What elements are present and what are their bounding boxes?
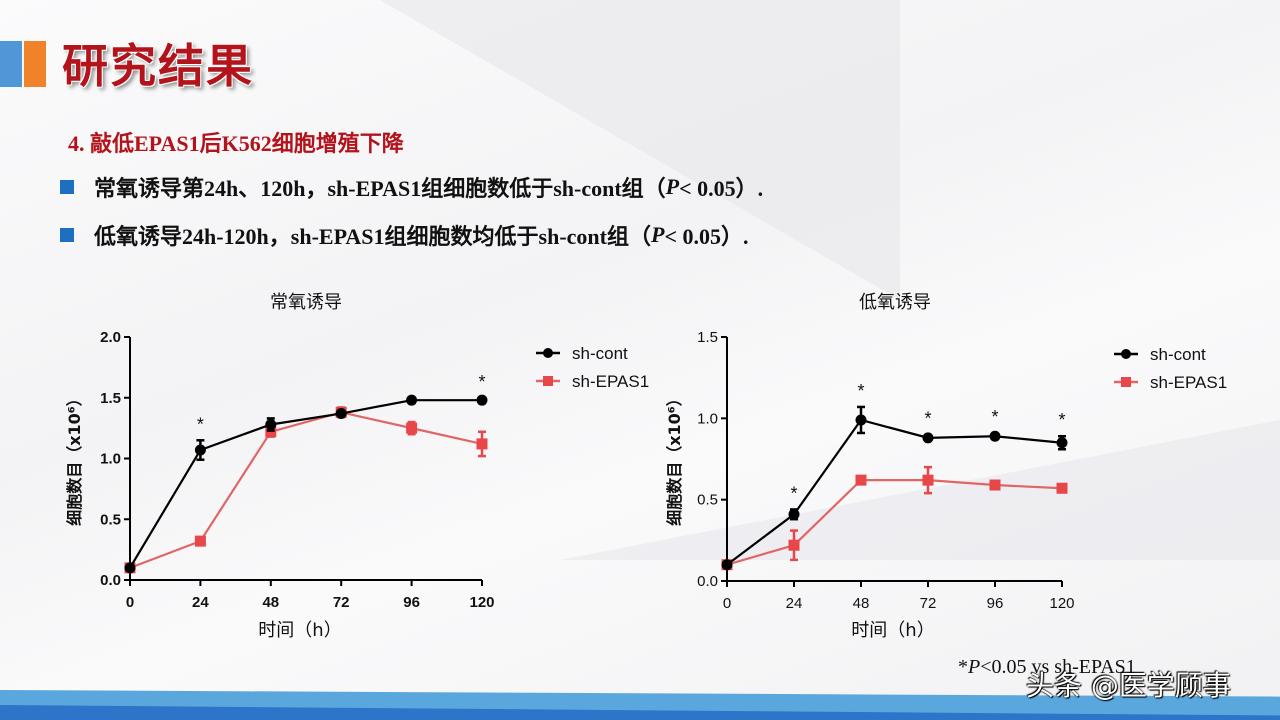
- x-tick-label: 120: [469, 594, 494, 611]
- bullet-item: 常氧诱导第24h、120h，sh-EPAS1组细胞数低于sh-cont组（ P <…: [60, 172, 763, 202]
- y-axis-label: 细胞数目（x10⁶）: [665, 390, 684, 526]
- section-subtitle: 4. 敲低EPAS1后K562细胞增殖下降: [68, 131, 404, 156]
- x-tick-label: 96: [987, 595, 1004, 612]
- y-tick-label: 1.0: [100, 451, 121, 468]
- line-chart-2: 低氧诱导 0.0 0.5 1.0 1.5 0 24 48 72 96 120 时间（h） 细胞数目（x1…: [665, 292, 1227, 641]
- x-tick-label: 0: [126, 594, 134, 611]
- data-point-square: [476, 438, 488, 450]
- x-tick-label: 0: [723, 595, 731, 612]
- significance-asterisk: *: [924, 409, 931, 429]
- significance-asterisk: *: [478, 372, 485, 392]
- bullet-text-end: < 0.05）.: [664, 224, 749, 249]
- y-tick-label: 0.5: [697, 492, 718, 509]
- legend-label: sh-cont: [572, 344, 628, 363]
- bullet-item: 低氧诱导24h-120h，sh-EPAS1组细胞数均低于sh-cont组（ P <…: [60, 220, 748, 250]
- x-axis-label: 时间（h）: [851, 620, 934, 641]
- legend-label: sh-EPAS1: [1150, 373, 1227, 392]
- footnote: *P<0.05 vs sh-EPAS1: [958, 656, 1136, 679]
- p-symbol: P: [665, 174, 680, 199]
- y-tick-label: 1.5: [697, 329, 718, 346]
- title-accent-blue: [0, 41, 22, 87]
- x-tick-label: 120: [1049, 595, 1074, 612]
- data-point-circle: [335, 408, 347, 420]
- legend-square-icon: [1121, 377, 1131, 387]
- chart-title: 常氧诱导: [270, 292, 342, 313]
- x-tick-label: 72: [920, 595, 937, 612]
- bullet-square-icon: [60, 228, 74, 242]
- data-point-square: [194, 535, 206, 547]
- data-point-circle: [194, 444, 206, 456]
- slide-title: 研究结果: [62, 39, 254, 93]
- legend-label: sh-EPAS1: [572, 372, 649, 391]
- bullet-text: 常氧诱导第24h、120h，sh-EPAS1组细胞数低于sh-cont组（: [94, 176, 666, 201]
- x-tick-label: 24: [786, 595, 803, 612]
- title-accent-orange: [24, 41, 46, 87]
- series-line-sh-EPAS1: [726, 479, 1063, 566]
- data-point-circle: [476, 394, 488, 406]
- data-point-circle: [124, 562, 136, 574]
- footnote-text: <0.05 vs sh-EPAS1: [980, 656, 1136, 678]
- data-point-circle: [855, 414, 867, 426]
- significance-asterisk: *: [857, 381, 864, 401]
- series-line-sh-cont: [129, 399, 482, 569]
- x-tick-label: 48: [853, 595, 870, 612]
- data-point-circle: [922, 432, 934, 444]
- data-point-circle: [989, 430, 1001, 442]
- x-tick-label: 72: [333, 594, 350, 611]
- series-line-sh-cont: [726, 418, 1063, 566]
- bullet-square-icon: [60, 180, 74, 194]
- y-tick-label: 1.5: [100, 390, 121, 407]
- data-point-circle: [1056, 437, 1068, 449]
- significance-asterisk: *: [197, 414, 204, 434]
- x-tick-label: 96: [403, 594, 420, 611]
- data-point-circle: [788, 508, 800, 520]
- data-point-circle: [721, 559, 733, 571]
- series-line-sh-EPAS1: [129, 411, 483, 569]
- background-shape: [560, 420, 1280, 560]
- data-point-square: [855, 474, 867, 486]
- y-tick-label: 2.0: [100, 329, 121, 346]
- significance-asterisk: *: [790, 483, 797, 503]
- data-point-square: [922, 474, 934, 486]
- watermark: 头条 @医学顾事: [1026, 669, 1231, 702]
- y-tick-label: 1.0: [697, 410, 718, 427]
- data-point-square: [788, 539, 800, 551]
- significance-asterisk: *: [1058, 410, 1065, 430]
- legend-circle-icon: [1121, 349, 1131, 359]
- line-chart-1: 常氧诱导 0.0 0.5 1.0 1.5 2.0 0 24 48 72 96 120 时间（h） 细胞数目…: [65, 292, 649, 641]
- y-axis-label: 细胞数目（x10⁶）: [65, 390, 84, 526]
- x-tick-label: 24: [192, 594, 209, 611]
- data-point-circle: [406, 394, 418, 406]
- legend-label: sh-cont: [1150, 345, 1206, 364]
- y-tick-label: 0.0: [697, 573, 718, 590]
- footnote-p: P: [968, 656, 981, 678]
- data-point-circle: [265, 418, 277, 430]
- footnote-asterisk: *: [958, 656, 968, 678]
- x-tick-label: 48: [262, 594, 279, 611]
- data-point-square: [1056, 482, 1068, 494]
- background-shape: [380, 0, 900, 300]
- x-axis-label: 时间（h）: [258, 620, 341, 641]
- legend-circle-icon: [543, 348, 553, 358]
- bullet-text-end: < 0.05）.: [679, 176, 764, 201]
- data-point-square: [406, 422, 418, 434]
- chart-title: 低氧诱导: [859, 292, 931, 313]
- data-point-square: [989, 479, 1001, 491]
- bullet-text: 低氧诱导24h-120h，sh-EPAS1组细胞数均低于sh-cont组（: [94, 224, 651, 249]
- p-symbol: P: [650, 222, 665, 247]
- legend-square-icon: [543, 376, 553, 386]
- y-tick-label: 0.5: [100, 511, 121, 528]
- y-tick-label: 0.0: [100, 572, 121, 589]
- significance-asterisk: *: [991, 407, 998, 427]
